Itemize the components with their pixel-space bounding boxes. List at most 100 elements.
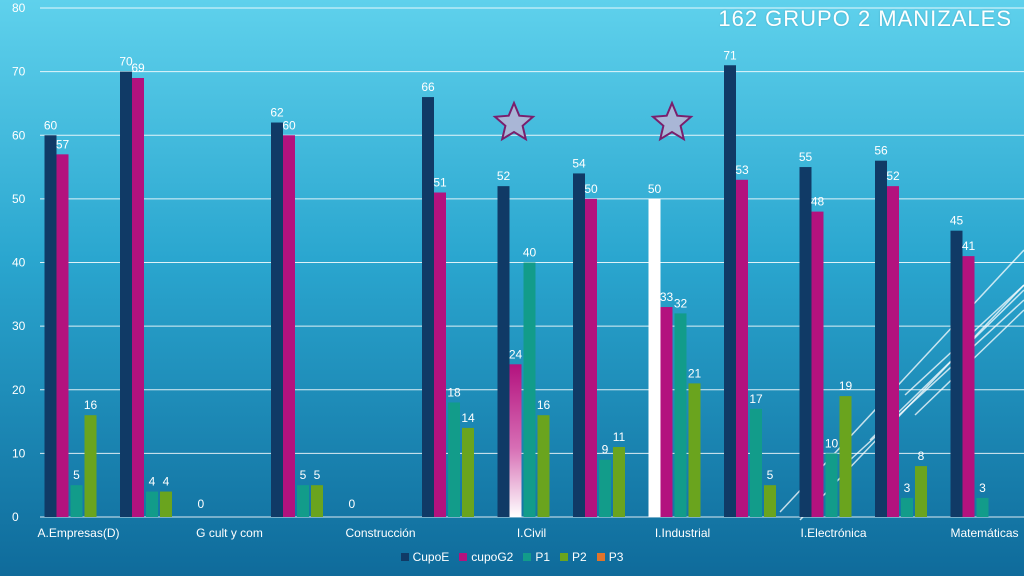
data-label: 48 (811, 195, 825, 209)
x-category-label: A.Empresas(D) (37, 526, 119, 540)
bar-P2 (311, 485, 323, 517)
data-label: 21 (688, 366, 702, 380)
bar-P1 (70, 485, 83, 517)
bar-P1 (297, 485, 309, 517)
y-tick-label: 80 (12, 1, 26, 15)
bar-P2 (764, 485, 776, 517)
bar-P1 (523, 262, 536, 517)
bar-CupoE (724, 65, 736, 517)
bar-cupoG2 (736, 179, 748, 517)
legend-item: CupoE (400, 550, 449, 564)
bar-cupoG2 (962, 256, 975, 517)
data-label: 17 (749, 392, 763, 406)
legend-item: P1 (523, 550, 550, 564)
bar-cupoG2 (660, 307, 673, 517)
legend-label: cupoG2 (471, 550, 514, 564)
data-label: 8 (918, 449, 925, 463)
data-label: 53 (735, 163, 749, 177)
x-category-label: I.Civil (517, 526, 546, 540)
bar-P1 (448, 402, 460, 517)
y-tick-label: 20 (12, 383, 26, 397)
legend-swatch (523, 553, 532, 561)
bar-CupoE (799, 167, 812, 517)
bar-P1 (976, 497, 989, 517)
bar-cupoG2 (585, 198, 597, 517)
legend-swatch (459, 553, 468, 561)
bar-CupoE (497, 186, 510, 517)
data-label: 51 (433, 176, 447, 190)
data-label: 55 (799, 150, 813, 164)
bar-cupoG2 (283, 135, 295, 517)
bar-P2 (613, 447, 625, 517)
y-tick-label: 60 (12, 128, 26, 142)
bar-P1 (674, 313, 687, 517)
bar-P2 (839, 396, 852, 517)
data-label: 32 (674, 296, 688, 310)
y-tick-label: 50 (12, 192, 26, 206)
data-label: 4 (149, 475, 156, 489)
data-label: 3 (979, 481, 986, 495)
bar-CupoE (875, 160, 887, 517)
data-label: 54 (572, 156, 586, 170)
data-label: 52 (497, 169, 511, 183)
data-label: 24 (509, 347, 523, 361)
x-category-label: Construcción (345, 526, 415, 540)
bar-P2 (84, 415, 97, 517)
bar-cupoG2 (434, 192, 446, 517)
group-zero-label: 0 (198, 497, 205, 511)
chart-title: 162 GRUPO 2 MANIZALES (718, 6, 1012, 31)
data-label: 45 (950, 214, 964, 228)
data-label: 9 (602, 443, 609, 457)
data-label: 56 (874, 144, 888, 158)
bar-CupoE (422, 97, 434, 517)
group-zero-label: 0 (349, 497, 356, 511)
data-label: 52 (886, 169, 900, 183)
data-label: 71 (723, 48, 737, 62)
y-tick-label: 10 (12, 446, 26, 460)
legend: CupoE cupoG2 P1 P2 P3 (0, 550, 1024, 564)
bar-P2 (537, 415, 550, 517)
legend-item: P3 (596, 550, 624, 564)
bar-CupoE (120, 71, 132, 517)
data-label: 62 (270, 106, 284, 120)
bar-P2 (462, 427, 474, 517)
data-label: 19 (839, 379, 853, 393)
y-tick-label: 40 (12, 256, 26, 270)
data-label: 11 (613, 430, 626, 444)
bar-P1 (825, 453, 838, 517)
data-label: 5 (314, 468, 321, 482)
bar-cupoG2 (887, 186, 899, 517)
data-label: 5 (300, 468, 307, 482)
data-label: 69 (131, 61, 145, 75)
star-icon (650, 100, 694, 142)
bar-CupoE (648, 198, 661, 517)
bar-cupoG2 (811, 211, 824, 517)
bar-P1 (750, 408, 762, 517)
data-label: 5 (73, 468, 80, 482)
data-label: 3 (904, 481, 911, 495)
star-icon (492, 100, 536, 142)
bar-CupoE (573, 173, 585, 518)
y-tick-label: 0 (12, 510, 19, 524)
data-label: 57 (56, 137, 70, 151)
data-label: 40 (523, 246, 537, 260)
legend-item: cupoG2 (459, 550, 513, 564)
legend-label: P3 (608, 550, 624, 564)
bar-P1 (901, 497, 913, 517)
x-category-label: I.Electrónica (800, 526, 866, 540)
bar-CupoE (44, 135, 57, 517)
data-label: 70 (119, 55, 133, 69)
data-label: 60 (282, 118, 296, 132)
data-label: 33 (660, 290, 674, 304)
bar-cupoG2 (56, 154, 69, 517)
data-label: 41 (962, 239, 976, 253)
bar-cupoG2 (132, 77, 144, 518)
legend-swatch (596, 553, 605, 561)
legend-swatch (400, 553, 409, 561)
data-label: 5 (767, 468, 774, 482)
legend-swatch (560, 553, 569, 561)
data-label: 50 (584, 182, 598, 196)
bar-P2 (160, 491, 172, 517)
